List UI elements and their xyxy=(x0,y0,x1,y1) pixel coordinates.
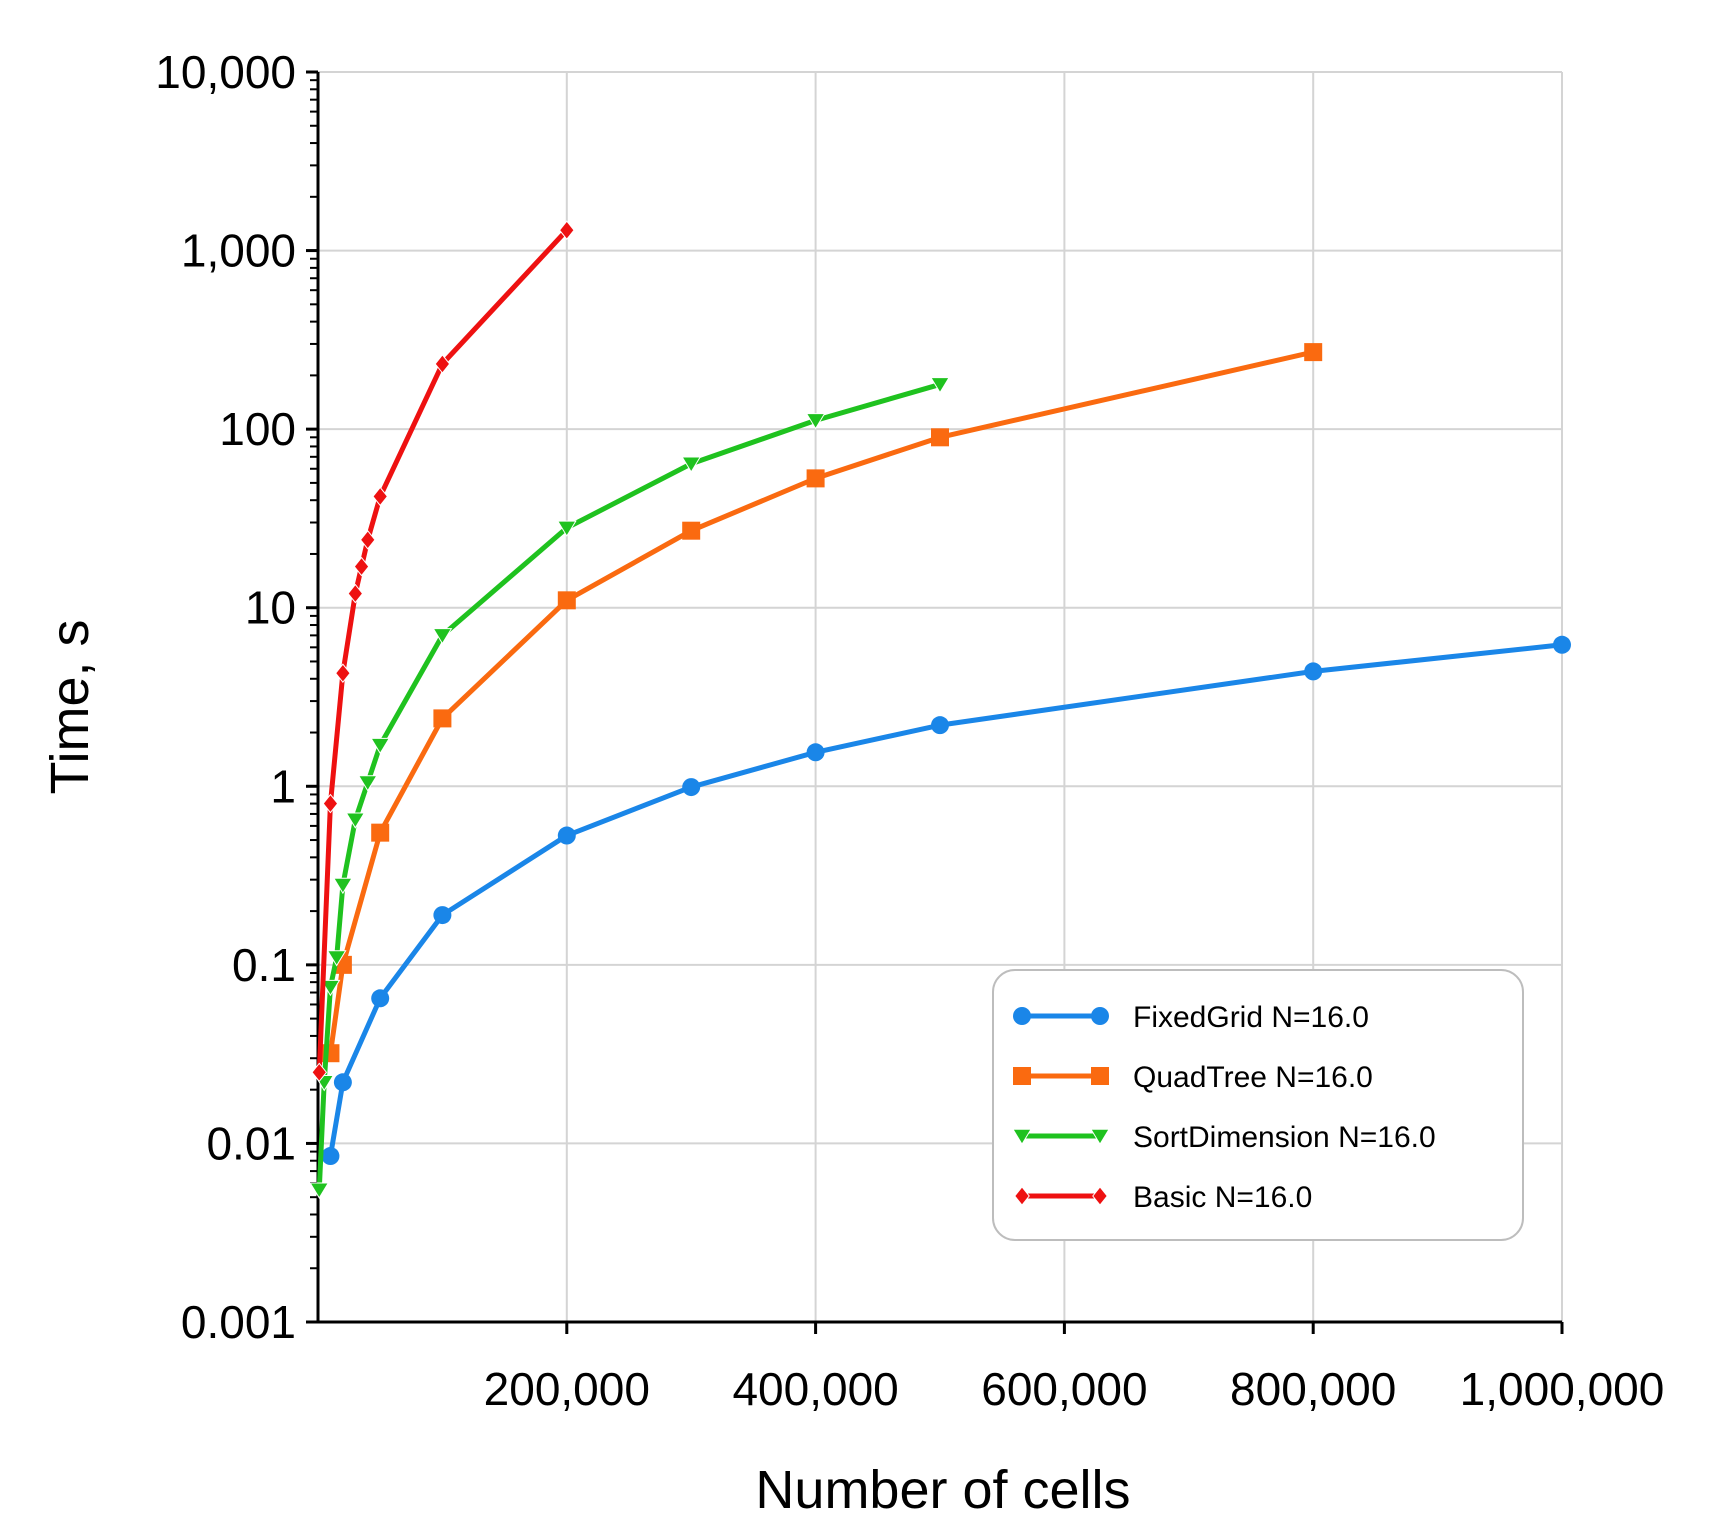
legend: FixedGrid N=16.0 QuadTree N=16.0 SortDimen… xyxy=(992,969,1524,1241)
y-tick-label: 1,000 xyxy=(181,225,296,277)
data-point-marker xyxy=(1553,635,1571,654)
data-point-marker xyxy=(557,591,576,610)
y-axis-title: Time, s xyxy=(40,620,100,795)
data-point-marker xyxy=(322,793,339,814)
x-axis-title: Number of cells xyxy=(755,1460,1130,1520)
y-tick-label: 100 xyxy=(219,403,296,455)
y-tick-label: 10 xyxy=(245,582,296,634)
legend-box xyxy=(992,969,1524,1241)
data-point-marker xyxy=(320,979,341,997)
data-point-marker xyxy=(432,628,453,645)
legend-item: SortDimension N=16.0 xyxy=(1012,1121,1436,1154)
x-tick-label: 400,000 xyxy=(732,1363,898,1415)
data-point-marker xyxy=(558,220,575,241)
data-point-marker xyxy=(311,1062,328,1083)
y-tick-label: 0.01 xyxy=(206,1117,296,1169)
data-series xyxy=(309,220,1571,1199)
legend-item: FixedGrid N=16.0 xyxy=(1013,1001,1369,1034)
data-point-marker xyxy=(433,906,452,925)
data-point-marker xyxy=(557,826,576,845)
x-tick-label: 800,000 xyxy=(1230,1363,1396,1415)
data-point-marker xyxy=(805,413,826,430)
data-point-marker xyxy=(370,737,391,755)
data-point-marker xyxy=(1012,1128,1032,1146)
data-point-marker xyxy=(1091,1007,1109,1025)
y-tick-label: 0.1 xyxy=(232,939,296,991)
data-point-marker xyxy=(806,743,825,762)
legend-label: FixedGrid N=16.0 xyxy=(1133,1001,1369,1034)
data-point-marker xyxy=(357,775,378,792)
data-point-marker xyxy=(359,530,376,550)
legend-label: SortDimension N=16.0 xyxy=(1133,1121,1436,1154)
data-point-marker xyxy=(321,1147,340,1166)
data-point-marker xyxy=(556,520,577,537)
data-point-marker xyxy=(682,778,701,797)
data-point-marker xyxy=(806,469,825,488)
series-basic xyxy=(311,220,575,1083)
legend-label: Basic N=16.0 xyxy=(1133,1181,1312,1214)
data-point-marker xyxy=(1092,1186,1108,1206)
data-point-marker xyxy=(345,812,366,829)
series-fixedgrid xyxy=(321,635,1571,1166)
data-point-marker xyxy=(372,486,389,507)
x-tick-label: 200,000 xyxy=(484,1363,650,1415)
y-axis-tick-labels: 0.001 0.01 0.1 1 10 100 1,000 10,000 xyxy=(155,46,296,1348)
legend-label: QuadTree N=16.0 xyxy=(1133,1061,1373,1094)
x-tick-label: 600,000 xyxy=(981,1363,1147,1415)
data-point-marker xyxy=(1304,343,1323,362)
data-point-marker xyxy=(1090,1128,1110,1146)
series-quadtree xyxy=(321,343,1323,1063)
x-tick-label: 1,000,000 xyxy=(1460,1363,1665,1415)
legend-item: Basic N=16.0 xyxy=(1014,1181,1312,1214)
data-point-marker xyxy=(333,1073,352,1092)
data-point-marker xyxy=(335,663,351,683)
data-point-marker xyxy=(1013,1007,1031,1025)
data-point-marker xyxy=(371,823,390,842)
data-point-marker xyxy=(930,377,950,394)
data-point-marker xyxy=(1013,1067,1031,1085)
data-point-marker xyxy=(1304,662,1323,681)
data-point-marker xyxy=(371,989,390,1008)
x-axis-tick-labels: 200,000 400,000 600,000 800,000 1,000,000 xyxy=(484,1363,1665,1415)
data-point-marker xyxy=(347,583,364,604)
data-point-marker xyxy=(682,521,701,540)
data-point-marker xyxy=(1091,1067,1109,1085)
data-point-marker xyxy=(681,456,702,473)
data-point-marker xyxy=(931,428,949,447)
series-line xyxy=(327,349,1314,1054)
data-point-marker xyxy=(931,716,949,735)
y-tick-label: 0.001 xyxy=(181,1296,296,1348)
legend-item: QuadTree N=16.0 xyxy=(1013,1061,1373,1094)
data-point-marker xyxy=(309,1182,330,1199)
data-point-marker xyxy=(332,877,353,895)
data-point-marker xyxy=(433,709,452,728)
series-line xyxy=(327,642,1563,1157)
data-point-marker xyxy=(1014,1186,1030,1206)
series-sortdimension xyxy=(309,377,950,1199)
y-tick-label: 1 xyxy=(270,760,296,812)
data-point-marker xyxy=(326,950,347,967)
data-point-marker xyxy=(353,556,370,577)
data-point-marker xyxy=(434,354,451,374)
y-tick-label: 10,000 xyxy=(155,46,296,98)
